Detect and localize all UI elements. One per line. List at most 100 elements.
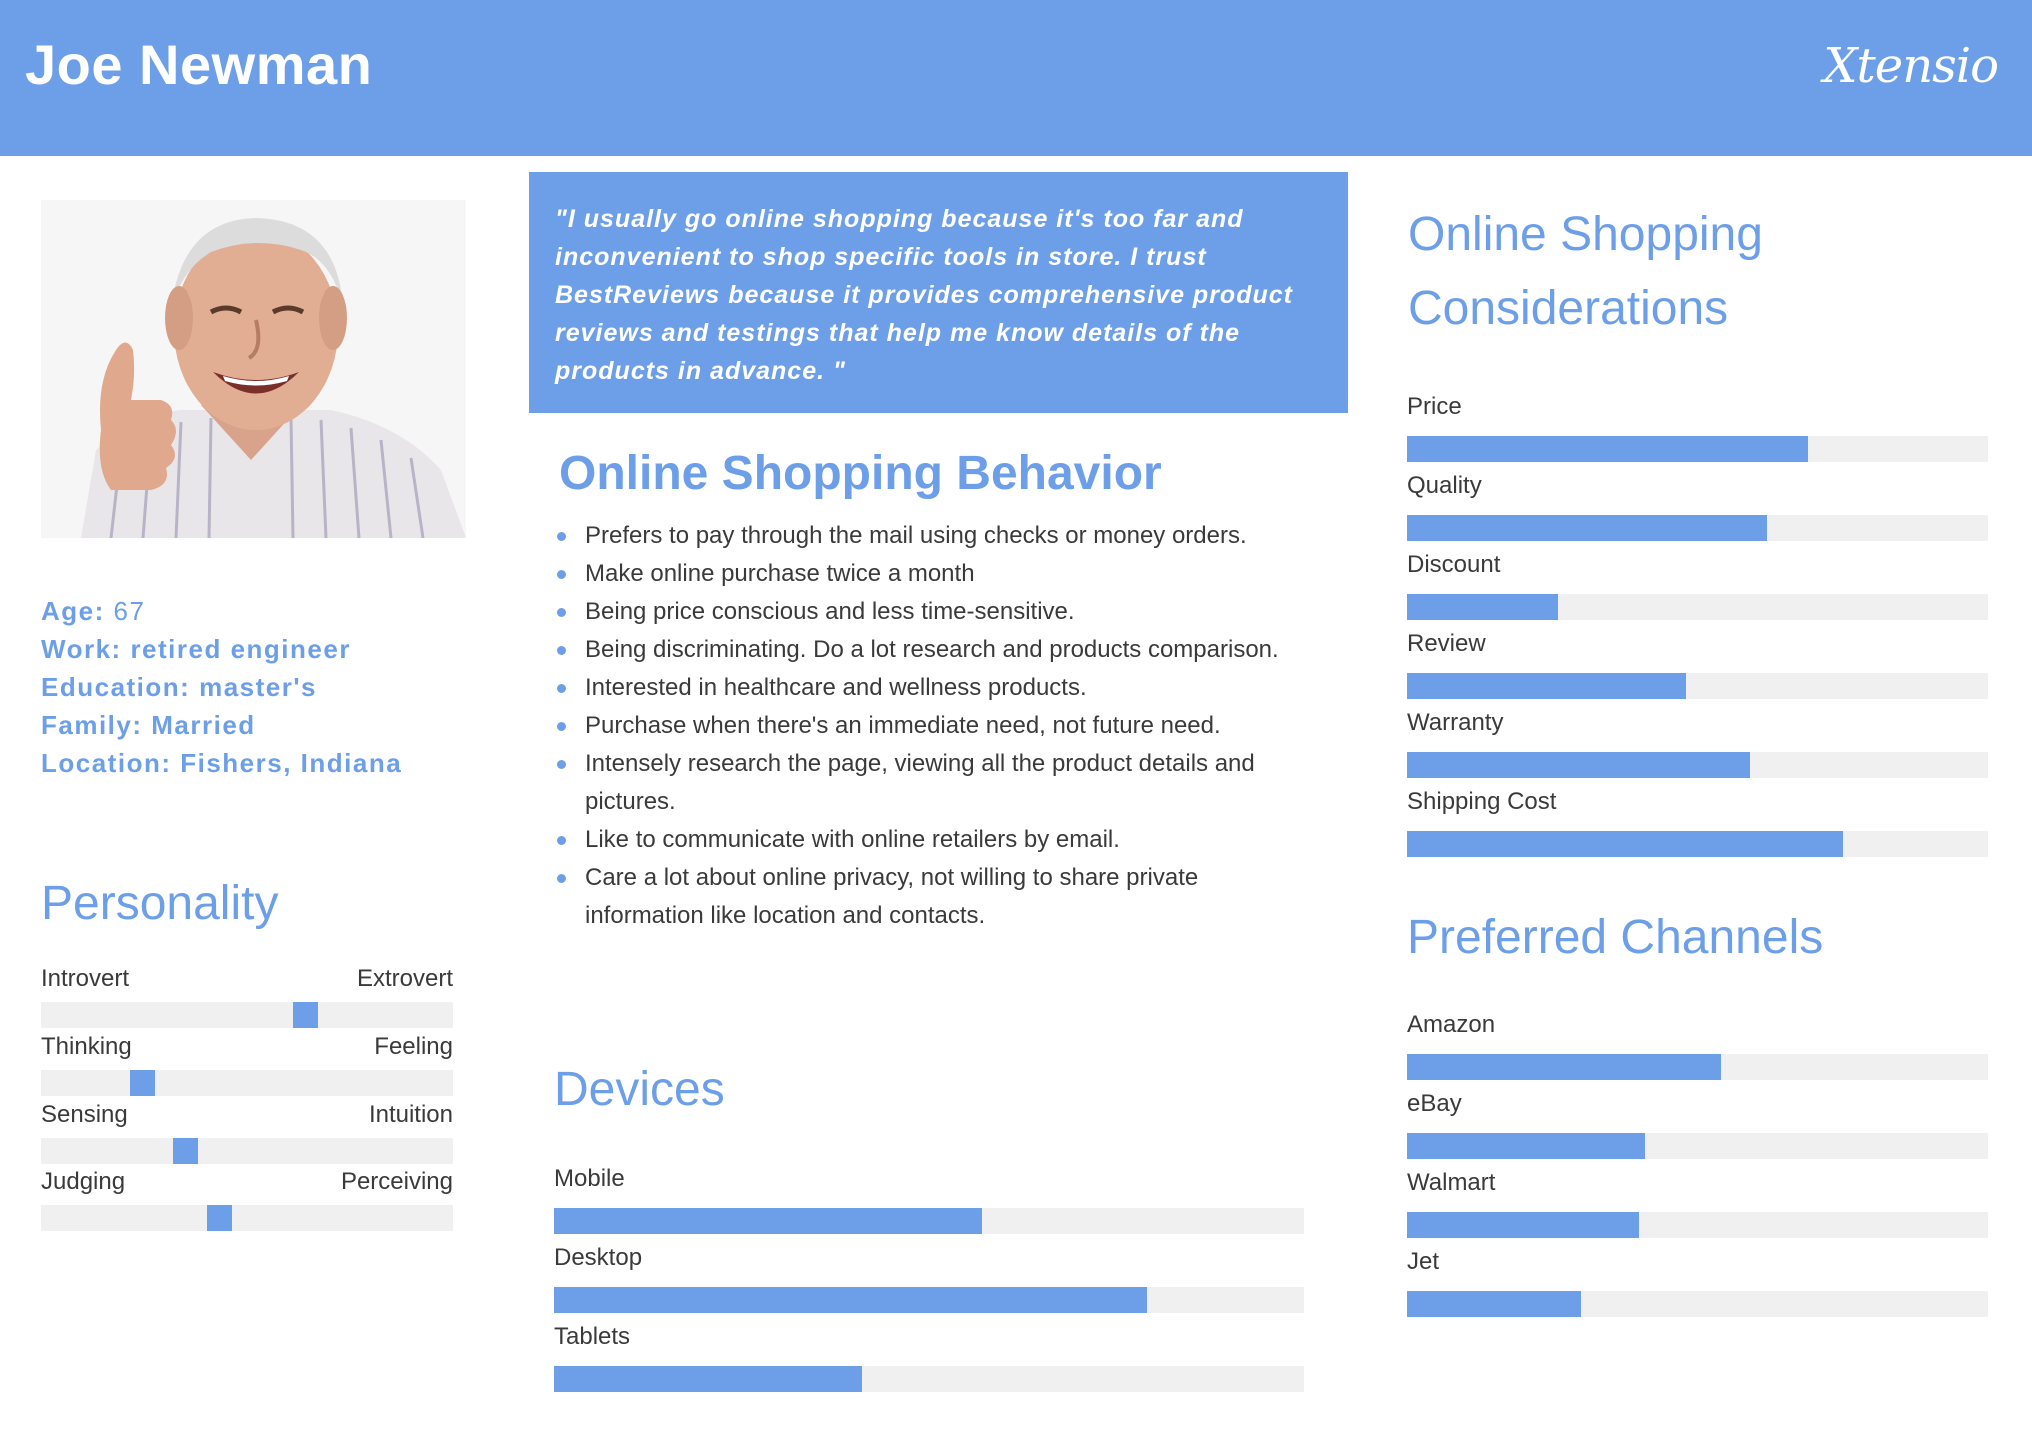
list-item: Being price conscious and less time-sens… bbox=[555, 593, 1315, 631]
list-item-text: Care a lot about online privacy, not wil… bbox=[585, 864, 1199, 929]
considerations-title-line1: Online Shopping bbox=[1408, 208, 1763, 261]
persona-name: Joe Newman bbox=[25, 33, 373, 96]
bullet-icon bbox=[557, 646, 566, 655]
consideration-bar-review: Review bbox=[1407, 627, 1988, 699]
profile-details: Age: 67 Work: retired engineer Education… bbox=[41, 592, 481, 782]
trait-right-label: Feeling bbox=[374, 1033, 453, 1060]
bar-track bbox=[1407, 515, 1988, 541]
bar-label: Discount bbox=[1407, 551, 1501, 578]
trait-judging-perceiving: Judging Perceiving bbox=[41, 1165, 453, 1231]
bar-fill bbox=[1407, 436, 1808, 462]
consideration-bar-quality: Quality bbox=[1407, 469, 1988, 541]
family-label: Family: bbox=[41, 710, 143, 740]
consideration-bar-discount: Discount bbox=[1407, 548, 1988, 620]
list-item: Intensely research the page, viewing all… bbox=[555, 745, 1315, 821]
bullet-icon bbox=[557, 760, 566, 769]
trait-slider-track bbox=[41, 1138, 453, 1164]
quote-box: "I usually go online shopping because it… bbox=[529, 172, 1348, 413]
bar-fill bbox=[1407, 515, 1768, 541]
bullet-icon bbox=[557, 608, 566, 617]
list-item: Prefers to pay through the mail using ch… bbox=[555, 517, 1315, 555]
channels-title: Preferred Channels bbox=[1407, 911, 1824, 964]
bar-track bbox=[1407, 1212, 1988, 1238]
brand-logo[interactable]: Xtensio bbox=[1823, 38, 1999, 94]
trait-slider-track bbox=[41, 1205, 453, 1231]
bar-fill bbox=[554, 1287, 1147, 1313]
list-item: Being discriminating. Do a lot research … bbox=[555, 631, 1315, 669]
bar-fill bbox=[1407, 673, 1686, 699]
bar-fill bbox=[1407, 594, 1559, 620]
bar-label: Amazon bbox=[1407, 1011, 1496, 1038]
considerations-title: Online Shopping Considerations bbox=[1408, 198, 1763, 346]
list-item-text: Intensely research the page, viewing all… bbox=[585, 750, 1255, 815]
channel-bar-jet: Jet bbox=[1407, 1245, 1988, 1317]
device-bar-mobile: Mobile bbox=[554, 1162, 1304, 1234]
bar-label: Mobile bbox=[554, 1165, 625, 1192]
list-item-text: Purchase when there's an immediate need,… bbox=[585, 712, 1221, 739]
trait-left-label: Sensing bbox=[41, 1101, 128, 1128]
bar-fill bbox=[1407, 1133, 1646, 1159]
portrait-illustration bbox=[41, 200, 466, 538]
trait-slider-track bbox=[41, 1002, 453, 1028]
bar-fill bbox=[1407, 1291, 1582, 1317]
education-value: master's bbox=[199, 672, 317, 702]
trait-slider-marker bbox=[130, 1070, 155, 1096]
profile-location: Location: Fishers, Indiana bbox=[41, 744, 481, 782]
work-label: Work: bbox=[41, 634, 122, 664]
list-item: Purchase when there's an immediate need,… bbox=[555, 707, 1315, 745]
persona-quote: "I usually go online shopping because it… bbox=[555, 205, 1293, 385]
channel-bar-ebay: eBay bbox=[1407, 1087, 1988, 1159]
bar-track bbox=[1407, 594, 1988, 620]
trait-right-label: Extrovert bbox=[356, 965, 453, 992]
trait-sensing-intuition: Sensing Intuition bbox=[41, 1098, 453, 1164]
list-item-text: Make online purchase twice a month bbox=[585, 560, 975, 587]
trait-left-label: Thinking bbox=[41, 1033, 132, 1060]
bullet-icon bbox=[557, 570, 566, 579]
bar-fill bbox=[1407, 1054, 1721, 1080]
consideration-bar-shipping-cost: Shipping Cost bbox=[1407, 785, 1988, 857]
age-value: 67 bbox=[113, 596, 146, 626]
education-label: Education: bbox=[41, 672, 191, 702]
trait-slider-marker bbox=[207, 1205, 232, 1231]
bullet-icon bbox=[557, 532, 566, 541]
work-value: retired engineer bbox=[130, 634, 351, 664]
trait-right-label: Perceiving bbox=[340, 1168, 453, 1195]
bar-label: Review bbox=[1407, 630, 1486, 657]
bar-label: Desktop bbox=[554, 1244, 643, 1271]
bar-label: Jet bbox=[1407, 1248, 1440, 1275]
trait-slider-track bbox=[41, 1070, 453, 1096]
personality-title: Personality bbox=[41, 877, 279, 930]
list-item-text: Being price conscious and less time-sens… bbox=[585, 598, 1075, 625]
bar-label: Shipping Cost bbox=[1407, 788, 1557, 815]
behavior-title: Online Shopping Behavior bbox=[559, 447, 1162, 500]
consideration-bar-warranty: Warranty bbox=[1407, 706, 1988, 778]
bar-fill bbox=[1407, 752, 1750, 778]
list-item: Make online purchase twice a month bbox=[555, 555, 1315, 593]
bar-fill bbox=[1407, 831, 1843, 857]
bar-track bbox=[554, 1366, 1304, 1392]
header-bar: Joe Newman Xtensio bbox=[0, 0, 2032, 156]
list-item: Like to communicate with online retailer… bbox=[555, 821, 1315, 859]
channel-bar-amazon: Amazon bbox=[1407, 1008, 1988, 1080]
trait-thinking-feeling: Thinking Feeling bbox=[41, 1030, 453, 1096]
bar-track bbox=[1407, 1291, 1988, 1317]
considerations-title-line2: Considerations bbox=[1408, 282, 1729, 335]
profile-work: Work: retired engineer bbox=[41, 630, 481, 668]
trait-left-label: Introvert bbox=[41, 965, 130, 992]
trait-right-label: Intuition bbox=[368, 1101, 453, 1128]
bar-label: eBay bbox=[1407, 1090, 1462, 1117]
bar-label: Warranty bbox=[1407, 709, 1504, 736]
bar-track bbox=[1407, 1133, 1988, 1159]
bar-fill bbox=[554, 1366, 862, 1392]
bullet-icon bbox=[557, 874, 566, 883]
bar-track bbox=[554, 1287, 1304, 1313]
trait-slider-marker bbox=[173, 1138, 198, 1164]
persona-photo bbox=[41, 200, 466, 538]
profile-family: Family: Married bbox=[41, 706, 481, 744]
trait-left-label: Judging bbox=[41, 1168, 126, 1195]
bar-label: Tablets bbox=[554, 1323, 631, 1350]
bar-track bbox=[554, 1208, 1304, 1234]
bar-label: Walmart bbox=[1407, 1169, 1496, 1196]
list-item-text: Interested in healthcare and wellness pr… bbox=[585, 674, 1087, 701]
channel-bar-walmart: Walmart bbox=[1407, 1166, 1988, 1238]
